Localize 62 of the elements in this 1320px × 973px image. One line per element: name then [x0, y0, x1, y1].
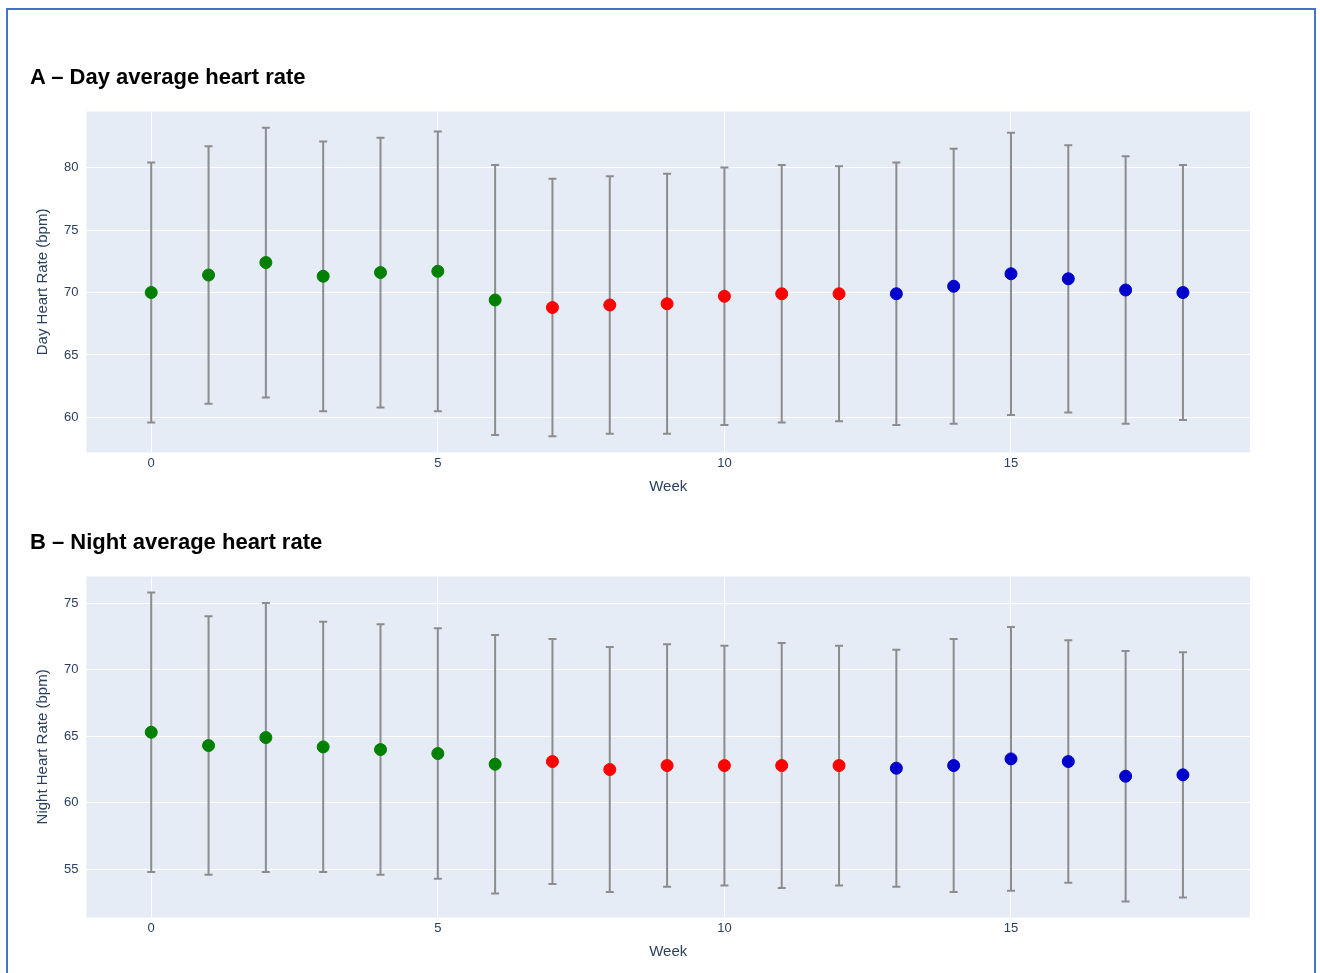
point: [374, 743, 387, 757]
point: [1004, 267, 1018, 281]
point: [947, 759, 961, 773]
point: [431, 264, 445, 278]
y-axis-title: Day Heart Rate (bpm): [33, 208, 51, 356]
point: [775, 759, 789, 773]
chart-title: B – Night average heart rate: [30, 529, 323, 555]
point: [545, 755, 559, 769]
x-tick-label: 15: [1003, 919, 1019, 935]
y-tick-label: 70: [63, 661, 79, 677]
point: [660, 759, 674, 773]
point: [259, 256, 273, 270]
point: [832, 759, 846, 773]
point: [1119, 283, 1133, 297]
y-tick-label: 55: [63, 861, 79, 877]
y-tick-label: 70: [63, 284, 79, 300]
point: [202, 268, 216, 282]
point: [1004, 752, 1018, 766]
point: [144, 286, 158, 300]
x-axis-title: Week: [649, 942, 688, 960]
y-tick-label: 65: [63, 346, 79, 362]
point: [717, 759, 731, 773]
x-tick-label: 5: [434, 454, 442, 470]
point: [316, 269, 330, 283]
x-tick-label: 0: [147, 919, 155, 935]
point: [1176, 768, 1190, 782]
y-tick-label: 75: [63, 221, 79, 237]
y-axis-title: Night Heart Rate (bpm): [33, 669, 51, 825]
point: [488, 757, 502, 771]
point: [1119, 769, 1133, 783]
point: [603, 298, 617, 312]
x-tick-label: 5: [434, 919, 442, 935]
point: [660, 297, 674, 311]
point: [1061, 272, 1075, 286]
point: [144, 725, 158, 739]
point: [832, 287, 846, 301]
point: [545, 301, 559, 315]
x-axis-title: Week: [649, 477, 688, 495]
y-tick-label: 80: [63, 159, 79, 175]
point: [889, 287, 903, 301]
point: [488, 293, 502, 307]
x-tick-label: 10: [717, 454, 732, 470]
point: [717, 289, 731, 303]
point: [202, 739, 216, 753]
point: [316, 740, 330, 754]
point: [374, 266, 387, 280]
chart-title: A – Day average heart rate: [30, 64, 306, 90]
y-tick-label: 65: [63, 727, 79, 743]
point: [431, 747, 445, 761]
point: [1176, 286, 1190, 300]
x-tick-label: 10: [717, 919, 732, 935]
y-tick-label: 75: [63, 594, 79, 610]
point: [1061, 755, 1075, 769]
point: [775, 287, 789, 301]
point: [259, 731, 273, 745]
point: [603, 763, 617, 777]
point: [889, 761, 903, 775]
x-tick-label: 0: [147, 454, 155, 470]
point: [947, 279, 961, 293]
y-tick-label: 60: [63, 409, 79, 424]
x-tick-label: 15: [1003, 454, 1019, 470]
y-tick-label: 60: [63, 794, 79, 810]
